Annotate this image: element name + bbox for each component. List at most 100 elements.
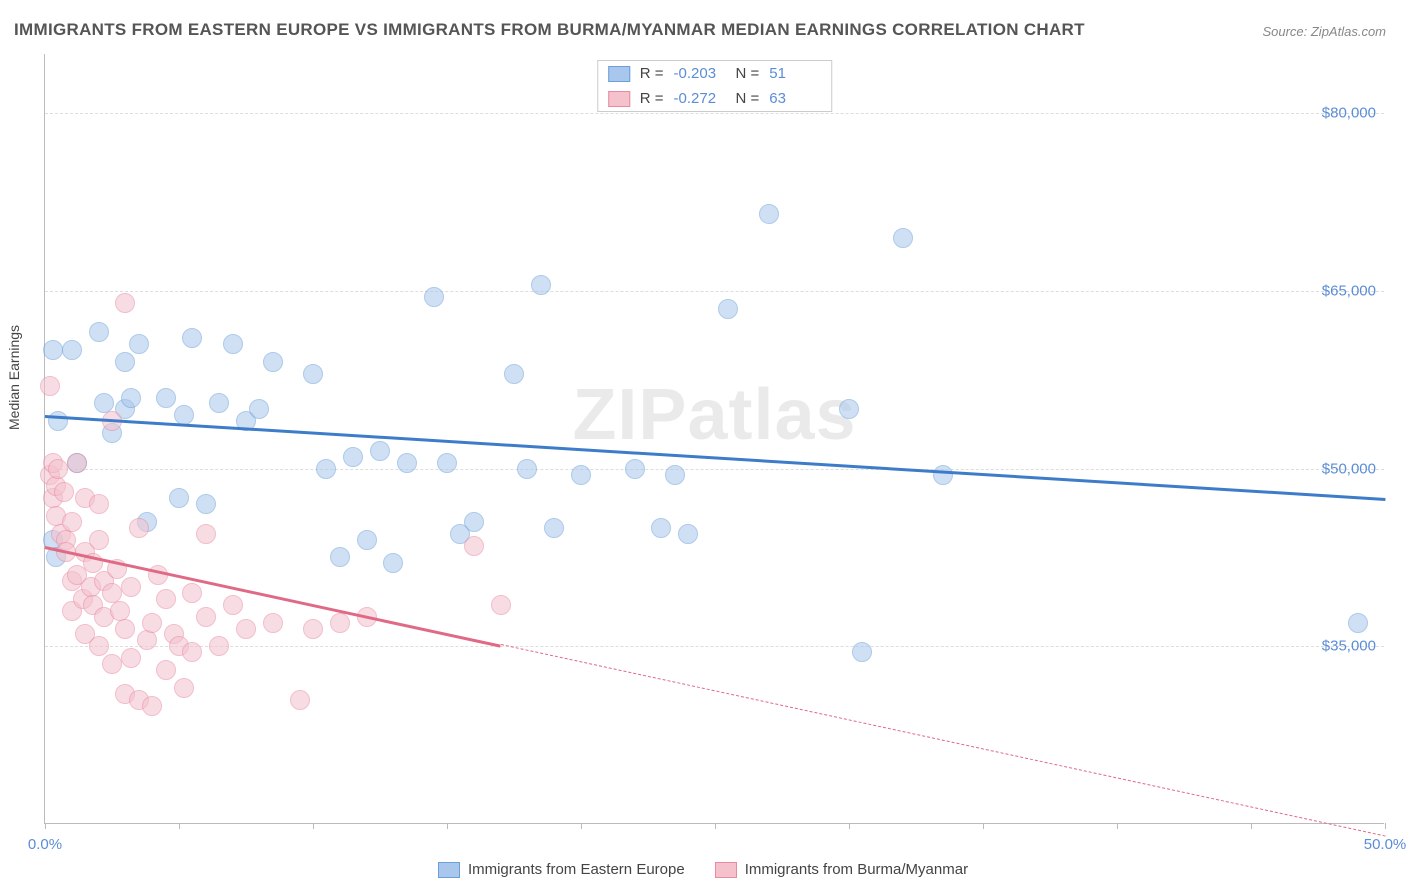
x-tick-label: 50.0% (1364, 836, 1406, 853)
data-point (182, 583, 202, 603)
y-tick-label: $65,000 (1322, 282, 1376, 299)
data-point (651, 518, 671, 538)
data-point (196, 607, 216, 627)
legend-row: R =-0.203N =51 (598, 61, 832, 86)
y-tick-label: $80,000 (1322, 105, 1376, 122)
legend-n-label: N = (736, 90, 760, 107)
series-legend-item: Immigrants from Burma/Myanmar (715, 861, 968, 878)
data-point (531, 275, 551, 295)
y-tick-label: $35,000 (1322, 638, 1376, 655)
data-point (933, 465, 953, 485)
data-point (303, 364, 323, 384)
data-point (718, 299, 738, 319)
data-point (89, 494, 109, 514)
data-point (330, 613, 350, 633)
data-point (62, 512, 82, 532)
data-point (223, 334, 243, 354)
trend-line (45, 415, 1385, 500)
data-point (142, 613, 162, 633)
series-legend: Immigrants from Eastern Europe Immigrants… (0, 861, 1406, 878)
data-point (62, 340, 82, 360)
data-point (290, 690, 310, 710)
data-point (852, 642, 872, 662)
legend-swatch (715, 862, 737, 878)
x-tick (581, 823, 582, 829)
data-point (504, 364, 524, 384)
data-point (397, 453, 417, 473)
correlation-legend: R =-0.203N =51R =-0.272N =63 (597, 60, 833, 112)
data-point (182, 328, 202, 348)
data-point (209, 636, 229, 656)
legend-r-label: R = (640, 65, 664, 82)
data-point (121, 577, 141, 597)
data-point (665, 465, 685, 485)
gridline (45, 646, 1384, 647)
x-tick (983, 823, 984, 829)
data-point (383, 553, 403, 573)
data-point (544, 518, 564, 538)
data-point (893, 228, 913, 248)
data-point (182, 642, 202, 662)
data-point (48, 411, 68, 431)
data-point (263, 352, 283, 372)
legend-r-label: R = (640, 90, 664, 107)
data-point (129, 518, 149, 538)
trend-line (500, 644, 1385, 837)
x-tick (45, 823, 46, 829)
data-point (121, 648, 141, 668)
data-point (89, 322, 109, 342)
data-point (678, 524, 698, 544)
data-point (115, 293, 135, 313)
data-point (121, 388, 141, 408)
legend-swatch (608, 91, 630, 107)
data-point (625, 459, 645, 479)
data-point (343, 447, 363, 467)
x-tick (1385, 823, 1386, 829)
data-point (759, 204, 779, 224)
data-point (174, 678, 194, 698)
data-point (129, 334, 149, 354)
x-tick-label: 0.0% (28, 836, 62, 853)
data-point (156, 589, 176, 609)
data-point (437, 453, 457, 473)
data-point (330, 547, 350, 567)
data-point (43, 340, 63, 360)
legend-swatch (608, 66, 630, 82)
data-point (303, 619, 323, 639)
y-axis-label: Median Earnings (6, 325, 22, 430)
data-point (137, 630, 157, 650)
x-tick (849, 823, 850, 829)
data-point (1348, 613, 1368, 633)
data-point (115, 619, 135, 639)
data-point (40, 376, 60, 396)
data-point (48, 459, 68, 479)
chart-title: IMMIGRANTS FROM EASTERN EUROPE VS IMMIGR… (14, 20, 1085, 40)
data-point (839, 399, 859, 419)
data-point (156, 660, 176, 680)
data-point (115, 352, 135, 372)
data-point (263, 613, 283, 633)
data-point (196, 524, 216, 544)
x-tick (1117, 823, 1118, 829)
x-tick (313, 823, 314, 829)
data-point (169, 488, 189, 508)
series-name: Immigrants from Eastern Europe (468, 861, 685, 878)
data-point (464, 512, 484, 532)
gridline (45, 113, 1384, 114)
data-point (491, 595, 511, 615)
data-point (142, 696, 162, 716)
legend-r-value: -0.203 (674, 65, 726, 82)
data-point (316, 459, 336, 479)
legend-n-value: 63 (769, 90, 821, 107)
data-point (464, 536, 484, 556)
data-point (357, 530, 377, 550)
x-tick (1251, 823, 1252, 829)
data-point (209, 393, 229, 413)
data-point (102, 654, 122, 674)
legend-swatch (438, 862, 460, 878)
data-point (156, 388, 176, 408)
data-point (370, 441, 390, 461)
x-tick (179, 823, 180, 829)
data-point (236, 619, 256, 639)
chart-plot-area: ZIPatlas R =-0.203N =51R =-0.272N =63 $3… (44, 54, 1384, 824)
